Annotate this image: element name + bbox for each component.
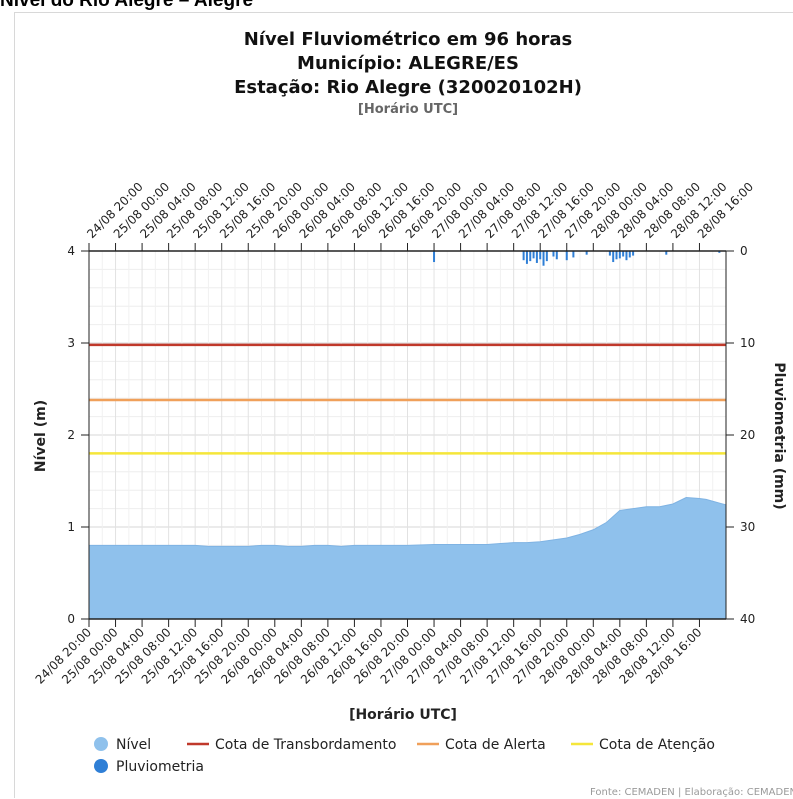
rain-bar: [572, 251, 575, 258]
rain-bar: [539, 251, 542, 260]
rain-bar: [532, 251, 535, 259]
rain-bar: [622, 251, 625, 257]
series-layer: [88, 251, 727, 620]
y-left-tick-label: 2: [67, 428, 75, 442]
chart-subtitle-municipio: Município: ALEGRE/ES: [297, 53, 519, 74]
legend: Nível Cota de Transbordamento Cota de Aler…: [94, 737, 715, 775]
page-heading: Nível do Rio Alegre – Alegre: [0, 0, 254, 11]
y-right-tick-label: 20: [740, 428, 755, 442]
legend-label-nivel: Nível: [116, 737, 151, 753]
y-left-tick-label: 4: [67, 244, 75, 258]
legend-label-cota-de-alerta: Cota de Alerta: [445, 737, 546, 753]
chart-time-note: [Horário UTC]: [358, 102, 458, 117]
rain-bar: [535, 251, 538, 263]
rain-bar: [552, 251, 555, 257]
rain-bar: [665, 251, 668, 255]
rain-bar: [565, 251, 568, 261]
y-right-tick-label: 0: [740, 244, 748, 258]
rain-bar: [612, 251, 615, 263]
series-area-nivel: [88, 497, 727, 620]
chart-credit: Fonte: CEMADEN | Elaboração: CEMADEN: [590, 787, 793, 798]
y-right-tick-label: 10: [740, 336, 755, 350]
rain-bar: [545, 251, 548, 262]
chart-svg: Nível Fluviométrico em 96 horas Municípi…: [33, 29, 793, 798]
rain-bar: [628, 251, 631, 258]
y-axis-right-title: Pluviometria (mm): [771, 362, 787, 509]
rain-bar: [522, 251, 525, 261]
chart-container: Nível Fluviométrico em 96 horas Municípi…: [14, 12, 793, 798]
y-right-tick-label: 30: [740, 520, 755, 534]
rain-bar: [618, 251, 621, 259]
chart-title: Nível Fluviométrico em 96 horas: [244, 29, 573, 50]
rain-bar: [542, 251, 545, 266]
rain-bar: [608, 251, 611, 256]
rain-bar: [718, 251, 721, 253]
rain-bar: [529, 251, 532, 262]
y-left-tick-label: 1: [67, 520, 75, 534]
y-axis-left-title: Nível (m): [33, 400, 49, 472]
rain-bar: [433, 251, 436, 263]
rain-bar: [625, 251, 628, 261]
legend-marker-nivel: [94, 737, 108, 751]
legend-label-pluviometria: Pluviometria: [116, 759, 204, 775]
rain-bar: [615, 251, 618, 260]
rain-bar: [632, 251, 635, 256]
rain-bar: [585, 251, 588, 255]
legend-marker-pluviometria: [94, 759, 108, 773]
legend-label-cota-de-transbordamento: Cota de Transbordamento: [215, 737, 396, 753]
rain-bar: [555, 251, 558, 260]
x-axis-title: [Horário UTC]: [349, 707, 457, 723]
y-left-tick-label: 3: [67, 336, 75, 350]
y-left-tick-label: 0: [67, 612, 75, 626]
chart-subtitle-estacao: Estação: Rio Alegre (320020102H): [234, 77, 582, 98]
y-right-tick-label: 40: [740, 612, 755, 626]
rain-bar: [525, 251, 528, 264]
legend-label-cota-de-atencao: Cota de Atenção: [599, 737, 715, 753]
